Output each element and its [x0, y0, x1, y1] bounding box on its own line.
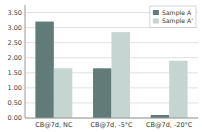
grid-line: [25, 118, 198, 119]
chart: 0.00 0.50 1.00 1.50 2.00 2.50 3.00 3.50 CB@7d, N…: [0, 0, 202, 132]
grid: [25, 13, 198, 118]
y-tick-label: 2.50: [8, 39, 22, 47]
legend: Sample ASample A': [150, 6, 196, 28]
y-tick-label: 3.50: [8, 9, 22, 17]
legend-label: Sample A': [162, 17, 193, 25]
legend-frame: [150, 6, 196, 28]
bar: [54, 68, 72, 118]
legend-swatch: [153, 10, 159, 15]
bar: [93, 68, 111, 118]
x-axis: [25, 118, 198, 119]
y-tick-label: 2.00: [8, 54, 22, 62]
x-tick-label: CB@7d, -5°C: [90, 121, 133, 129]
x-tick-label: CB@7d, -20°C: [146, 121, 193, 129]
y-tick-label: 1.00: [8, 84, 22, 92]
y-axis: [25, 5, 26, 118]
legend-swatch: [153, 19, 159, 24]
bar: [112, 32, 130, 118]
y-tick-label: 0.00: [8, 114, 22, 122]
bar: [169, 61, 187, 118]
bars: [35, 22, 187, 118]
y-tick-label: 1.50: [8, 69, 22, 77]
y-tick-label: 3.00: [8, 24, 22, 32]
legend-label: Sample A: [162, 9, 192, 17]
bar: [35, 22, 53, 118]
y-tick-label: 0.50: [8, 99, 22, 107]
x-tick-label: CB@7d, NC: [35, 121, 73, 129]
